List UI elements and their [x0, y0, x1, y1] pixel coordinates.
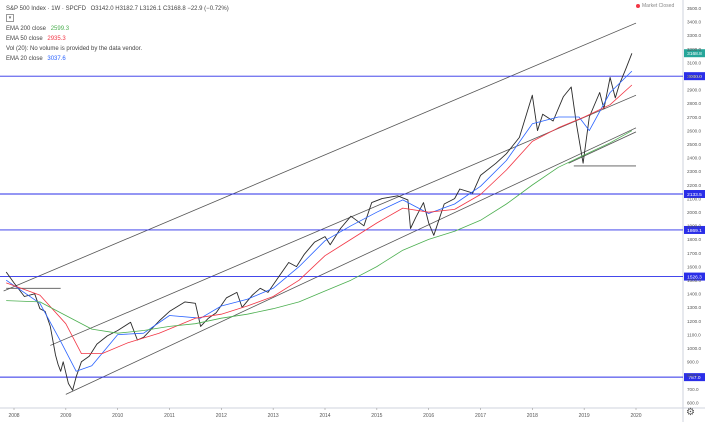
series-line-ema-20-close[interactable]	[5, 70, 633, 372]
x-tick-label: 2012	[216, 413, 227, 419]
legend-item-ema20[interactable]: EMA 20 close 3037.6	[6, 54, 229, 64]
y-tick-label: 600.0	[687, 400, 699, 405]
y-tick-label: 1900.0	[687, 224, 701, 229]
x-tick-label: 2010	[112, 413, 123, 419]
x-tick-label: 2018	[527, 413, 538, 419]
level-label: 787.0	[688, 375, 700, 381]
level-label-box	[684, 373, 705, 382]
y-tick-label: 800.0	[687, 373, 699, 378]
collapse-icon[interactable]: ▾	[6, 14, 14, 23]
y-tick-label: 3000.0	[687, 74, 701, 79]
market-status-text: Market Closed	[642, 3, 675, 9]
y-tick-label: 2300.0	[687, 169, 701, 174]
y-tick-label: 2900.0	[687, 88, 701, 93]
y-tick-label: 1300.0	[687, 305, 701, 310]
series-line-ema-200-close[interactable]	[6, 130, 633, 334]
x-tick-label: 2014	[319, 413, 330, 419]
y-tick-label: 2000.0	[687, 210, 701, 215]
y-tick-label: 2200.0	[687, 183, 701, 188]
y-tick-label: 900.0	[687, 360, 699, 365]
status-dot-icon	[636, 3, 640, 8]
legend-item-ema50[interactable]: EMA 50 close 2935.3	[6, 34, 229, 44]
y-tick-label: 3100.0	[687, 60, 701, 65]
trend-line[interactable]	[3, 22, 637, 292]
collapse-row[interactable]: ▾	[6, 14, 229, 24]
y-tick-label: 700.0	[687, 387, 699, 392]
market-status: Market Closed	[636, 3, 674, 9]
legend-label: Vol (20): No volume is provided by the d…	[6, 46, 143, 52]
legend-value: 2935.3	[47, 36, 66, 42]
y-tick-label: 1100.0	[687, 332, 701, 337]
legend-item-volume[interactable]: Vol (20): No volume is provided by the d…	[6, 44, 229, 54]
y-tick-label: 3200.0	[687, 47, 701, 52]
y-tick-label: 3500.0	[687, 6, 701, 11]
current-price-label: 3168.8	[687, 51, 702, 57]
current-price-box	[684, 49, 705, 58]
y-tick-label: 1000.0	[687, 346, 701, 351]
symbol-title: S&P 500 Index · 1W · SPCFD	[6, 6, 86, 12]
y-tick-label: 1600.0	[687, 264, 701, 269]
level-label: 1869.1	[687, 228, 702, 234]
x-tick-label: 2009	[60, 413, 71, 419]
symbol-header[interactable]: S&P 500 Index · 1W · SPCFD O3142.0 H3182…	[6, 4, 229, 14]
x-tick-label: 2019	[579, 413, 590, 419]
trend-line[interactable]	[65, 127, 637, 395]
level-label-box	[684, 72, 705, 81]
x-tick-label: 2016	[423, 413, 434, 419]
level-label: 1526.3	[687, 275, 702, 281]
y-tick-label: 1500.0	[687, 278, 701, 283]
y-tick-label: 2800.0	[687, 101, 701, 106]
level-label-box	[684, 272, 705, 281]
level-label: 2133.5	[687, 192, 702, 198]
legend-value: 3037.6	[47, 56, 66, 62]
legend-item-ema200[interactable]: EMA 200 close 2599.3	[6, 24, 229, 34]
x-tick-label: 2015	[371, 413, 382, 419]
y-tick-label: 2600.0	[687, 128, 701, 133]
level-label-box	[684, 190, 705, 199]
x-tick-label: 2020	[630, 413, 641, 419]
y-tick-label: 3400.0	[687, 20, 701, 25]
chart-legend: S&P 500 Index · 1W · SPCFD O3142.0 H3182…	[6, 4, 229, 64]
gear-icon[interactable]: ⚙	[686, 407, 695, 418]
legend-label: EMA 200 close	[6, 26, 47, 32]
trend-line[interactable]	[568, 131, 637, 164]
y-tick-label: 1400.0	[687, 292, 701, 297]
series-line-s-p-500-index[interactable]	[5, 53, 633, 391]
x-tick-label: 2013	[268, 413, 279, 419]
y-tick-label: 1700.0	[687, 251, 701, 256]
x-tick-label: 2017	[475, 413, 486, 419]
y-tick-label: 2500.0	[687, 142, 701, 147]
y-tick-label: 1200.0	[687, 319, 701, 324]
legend-label: EMA 50 close	[6, 36, 43, 42]
y-tick-label: 2100.0	[687, 196, 701, 201]
x-tick-label: 2011	[164, 413, 175, 419]
legend-label: EMA 20 close	[6, 56, 43, 62]
level-label-box	[684, 225, 705, 234]
legend-value: 2599.3	[50, 26, 70, 32]
y-tick-label: 2700.0	[687, 115, 701, 120]
trend-line[interactable]	[50, 94, 637, 346]
y-tick-label: 1800.0	[687, 237, 701, 242]
series-line-ema-50-close[interactable]	[6, 84, 633, 355]
x-tick-label: 2008	[8, 413, 19, 419]
y-tick-label: 2400.0	[687, 156, 701, 161]
y-tick-label: 3300.0	[687, 33, 701, 38]
ohlc-readout: O3142.0 H3182.7 L3126.1 C3168.8 −22.9 (−…	[90, 6, 229, 12]
plot-area[interactable]	[0, 0, 683, 408]
level-label: 3000.0	[687, 74, 702, 80]
